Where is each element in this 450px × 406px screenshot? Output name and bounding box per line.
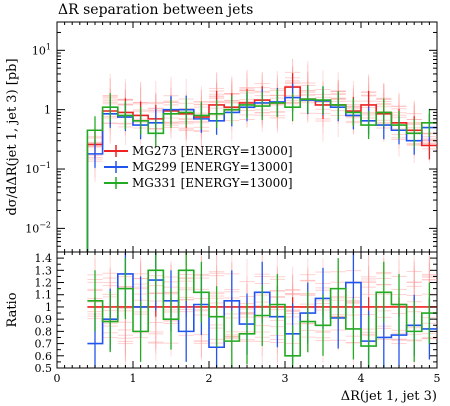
x-tick-label: 1: [130, 372, 137, 385]
ratio-y-tick-label: 1.3: [35, 264, 53, 277]
series-line: [86, 98, 437, 252]
ratio-y-tick-label: 0.8: [35, 325, 53, 338]
legend-label: MG299 [ENERGY=13000]: [132, 160, 293, 174]
y-tick-label: 10−1: [25, 161, 51, 176]
ratio-series: [87, 252, 437, 368]
main-plot-frame: [56, 21, 438, 253]
x-tick-label: 2: [206, 372, 213, 385]
main-y-axis-label: dσ/dΔR(jet 1, jet 3) [pb]: [5, 58, 20, 215]
ratio-axis-ticks: 0.50.60.70.80.911.11.21.31.40 1 2 3 4 5: [35, 252, 441, 385]
legend-label: MG273 [ENERGY=13000]: [132, 144, 293, 158]
ratio-y-tick-label: 1.2: [35, 277, 53, 290]
ratio-y-tick-label: 0.9: [35, 313, 53, 326]
ratio-y-tick-label: 1.4: [35, 252, 53, 265]
ratio-y-tick-label: 1.1: [35, 289, 53, 302]
main-axis-ticks: 10−2 10−1 1 101: [25, 21, 438, 253]
x-tick-label: 4: [358, 372, 365, 385]
ratio-y-tick-label: 0.7: [35, 338, 53, 351]
legend-label: MG331 [ENERGY=13000]: [132, 176, 293, 190]
main-series: [86, 73, 437, 252]
x-tick-label: 3: [282, 372, 289, 385]
ratio-y-tick-label: 0.5: [35, 362, 53, 375]
main-panel: ΔR separation between jets 10−210−11101 …: [5, 2, 438, 253]
ratio-panel: 0.50.60.70.80.911.11.21.31.40 1 2 3 4 5 Ratio…: [5, 251, 441, 404]
x-tick-label: 5: [434, 372, 441, 385]
y-tick-label: 10−2: [25, 220, 51, 235]
ratio-y-axis-label: Ratio: [5, 292, 20, 327]
ratio-y-tick-label: 1: [45, 301, 52, 314]
x-tick-label: 0: [54, 372, 61, 385]
legend: MG273 [ENERGY=13000] MG299 [ENERGY=13000]…: [104, 144, 293, 190]
chart-title: ΔR separation between jets: [58, 2, 253, 18]
ratio-y-tick-label: 0.6: [35, 350, 53, 363]
y-tick-label: 101: [32, 42, 51, 57]
y-tick-label: 1: [44, 104, 51, 117]
x-axis-label: ΔR(jet 1, jet 3): [341, 389, 437, 404]
